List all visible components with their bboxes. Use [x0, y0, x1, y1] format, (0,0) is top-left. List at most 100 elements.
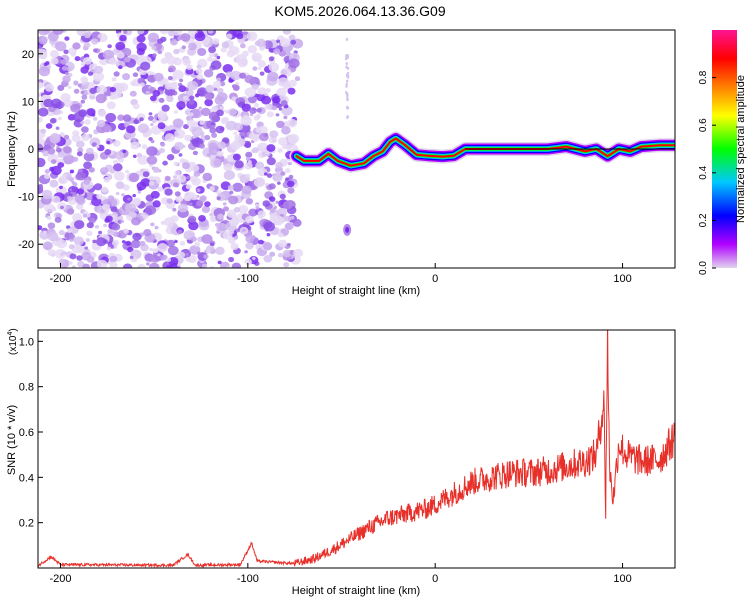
noise-speckle: [38, 157, 46, 168]
noise-speckle: [284, 168, 291, 174]
noise-speckle: [164, 175, 171, 181]
noise-speckle: [346, 97, 349, 101]
noise-speckle: [192, 150, 198, 156]
noise-speckle: [345, 62, 348, 66]
noise-speckle: [96, 237, 107, 247]
noise-speckle: [225, 120, 237, 131]
noise-speckle: [96, 259, 108, 268]
spectrogram-x-ticks: -200 -100 0 100: [49, 263, 632, 285]
noise-speckle: [49, 179, 59, 188]
x-tick-label: -200: [49, 573, 71, 585]
noise-speckle: [47, 147, 56, 155]
noise-speckle: [190, 164, 200, 172]
noise-speckle: [80, 66, 89, 74]
noise-speckle: [74, 56, 81, 62]
noise-speckle: [107, 195, 115, 201]
noise-speckle: [265, 88, 271, 93]
noise-speckle: [71, 187, 76, 192]
noise-speckle: [266, 106, 270, 110]
noise-speckle: [92, 239, 97, 244]
x-tick-label: 0: [432, 573, 438, 585]
noise-speckle: [245, 216, 254, 224]
noise-speckle: [277, 77, 289, 87]
noise-speckle: [345, 37, 349, 42]
noise-speckle: [47, 222, 56, 229]
noise-speckle: [185, 256, 191, 262]
noise-speckle: [80, 76, 89, 84]
noise-speckle: [41, 189, 53, 200]
noise-speckle: [173, 175, 178, 179]
noise-speckle: [235, 53, 247, 64]
noise-speckle: [275, 162, 284, 169]
noise-speckle: [121, 240, 126, 244]
noise-speckle: [42, 151, 49, 157]
noise-speckle: [278, 107, 283, 111]
noise-speckle: [288, 58, 300, 69]
noise-speckle: [201, 205, 211, 213]
noise-speckle: [179, 78, 184, 83]
noise-speckle: [266, 157, 276, 166]
noise-speckle: [64, 36, 70, 41]
noise-speckle: [227, 209, 237, 218]
noise-speckle: [130, 80, 137, 86]
noise-speckle: [346, 94, 349, 98]
noise-speckle: [69, 253, 77, 260]
noise-speckle: [241, 103, 251, 112]
noise-speckle: [115, 191, 120, 196]
noise-speckle: [215, 246, 225, 255]
noise-speckle: [241, 185, 252, 195]
noise-speckle: [210, 216, 217, 223]
noise-speckle: [38, 184, 44, 191]
noise-speckle: [164, 188, 173, 196]
noise-speckle: [290, 39, 297, 45]
noise-speckle: [83, 42, 91, 48]
noise-speckle: [38, 51, 48, 60]
noise-speckle: [188, 221, 199, 231]
noise-speckle: [262, 200, 271, 207]
noise-speckle: [71, 180, 75, 184]
noise-speckle: [152, 53, 157, 58]
noise-speckle: [200, 107, 211, 117]
noise-speckle: [170, 38, 178, 46]
noise-speckle: [196, 64, 202, 70]
noise-speckle: [152, 89, 161, 97]
noise-speckle: [50, 98, 62, 109]
noise-speckle: [51, 159, 57, 165]
noise-speckle: [245, 173, 251, 178]
noise-speckle: [49, 166, 55, 172]
noise-speckle: [202, 172, 213, 182]
noise-speckle: [160, 142, 166, 147]
noise-speckle: [255, 206, 260, 210]
noise-speckle: [65, 71, 69, 76]
noise-speckle: [228, 108, 238, 117]
noise-speckle: [149, 262, 160, 268]
noise-speckle: [345, 84, 348, 88]
signal-track-layer: [289, 131, 675, 236]
spectrogram-x-label: Height of straight line (km): [292, 285, 420, 297]
noise-speckle: [141, 144, 148, 150]
noise-speckle: [205, 249, 211, 254]
noise-speckle: [102, 49, 115, 60]
noise-speckle: [278, 232, 284, 238]
colorbar-gradient: [712, 30, 737, 268]
noise-speckle: [226, 33, 233, 40]
noise-speckle: [163, 217, 175, 227]
noise-speckle: [201, 234, 213, 244]
noise-speckle: [233, 131, 238, 135]
noise-speckle: [252, 66, 258, 71]
noise-speckle: [80, 86, 85, 90]
noise-speckle: [259, 46, 265, 51]
noise-speckle: [109, 169, 116, 174]
noise-speckle: [162, 160, 168, 166]
noise-speckle: [182, 95, 189, 101]
noise-speckle: [150, 95, 157, 102]
spurious-blob-core: [345, 226, 350, 233]
noise-speckle: [160, 220, 166, 225]
noise-speckle: [244, 162, 253, 170]
noise-speckle: [276, 87, 287, 97]
noise-speckle: [103, 91, 110, 97]
noise-speckle: [272, 215, 285, 226]
noise-speckle: [95, 144, 100, 149]
noise-speckle: [188, 95, 195, 101]
noise-speckle: [292, 218, 302, 227]
